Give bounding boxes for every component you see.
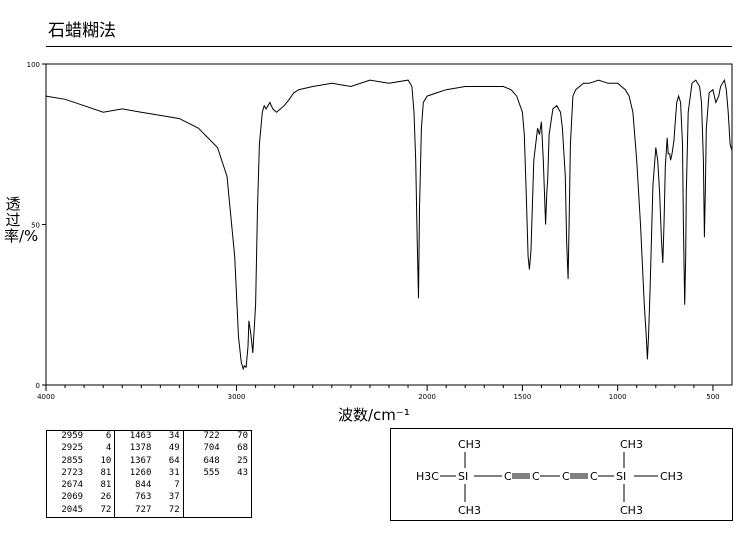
spectrum-line	[45, 78, 733, 371]
y-tick-label: 100	[27, 61, 40, 69]
peak-wavenumber: 1378	[114, 443, 155, 456]
peak-transmittance: 72	[168, 504, 180, 515]
molecule-structure: CH3 H3C SI C C C C SI CH3 CH3 CH3 CH3	[390, 428, 733, 521]
peak-wavenumber	[182, 504, 223, 518]
atom-c1: C	[504, 470, 512, 483]
peak-wavenumber: 2723	[61, 467, 84, 478]
y-axis-label: 透过率/%	[4, 195, 39, 245]
atom-ch3-top-right: CH3	[620, 438, 643, 451]
x-tick-label: 1500	[513, 393, 531, 401]
peak-wavenumber: 727	[114, 504, 155, 518]
peak-wavenumber: 2069	[61, 492, 84, 503]
atom-si-right: SI	[616, 470, 626, 483]
title-divider	[46, 46, 732, 47]
peak-transmittance: 25	[237, 455, 248, 466]
peak-row: 2925 4 1378 49 704 68	[47, 443, 252, 456]
peak-transmittance: 26	[100, 492, 112, 503]
peak-transmittance	[223, 492, 252, 504]
peak-transmittance: 43	[237, 467, 248, 478]
peak-wavenumber: 1367	[114, 455, 155, 468]
structure-frame	[390, 428, 733, 521]
chart-title: 石蜡糊法	[48, 21, 116, 41]
peak-transmittance: 6	[105, 431, 112, 441]
peak-transmittance: 81	[100, 467, 112, 478]
x-axis-label: 波数/cm⁻¹	[338, 406, 410, 424]
x-tick-label: 500	[706, 393, 719, 401]
peak-transmittance: 70	[237, 431, 248, 441]
peak-transmittance	[223, 480, 252, 492]
peak-transmittance: 4	[105, 443, 112, 454]
atom-c2: C	[532, 470, 540, 483]
atom-h3c-left: H3C	[416, 470, 439, 483]
peak-table: 2959 6 1463 34 722 70 2925 4 1378 49 704 68 2855 10 13…	[46, 430, 252, 518]
peak-wavenumber: 2674	[61, 480, 84, 491]
peak-wavenumber: 844	[114, 480, 155, 493]
peak-wavenumber: 2959	[61, 431, 84, 441]
peak-wavenumber: 2925	[61, 443, 84, 454]
x-tick-label: 3000	[228, 393, 246, 401]
peak-transmittance: 72	[100, 504, 112, 515]
peak-transmittance: 64	[168, 455, 180, 466]
x-tick-label: 1000	[609, 393, 627, 401]
atom-ch3-bottom-right: CH3	[620, 504, 643, 517]
y-tick-label: 0	[36, 382, 40, 390]
peak-transmittance: 10	[100, 455, 112, 466]
peak-row: 2045 72 727 72	[47, 504, 252, 518]
peak-transmittance: 81	[100, 480, 112, 491]
peak-wavenumber: 763	[114, 492, 155, 505]
x-tick-label: 4000	[37, 393, 55, 401]
peak-wavenumber: 2045	[61, 504, 84, 515]
peak-transmittance: 49	[168, 443, 180, 454]
atom-c4: C	[590, 470, 598, 483]
peak-wavenumber: 555	[182, 467, 223, 481]
peak-row: 2674 81 844 7	[47, 480, 252, 493]
peak-wavenumber: 722	[182, 430, 223, 444]
peak-wavenumber	[182, 480, 223, 493]
peak-transmittance: 68	[237, 443, 248, 454]
peak-wavenumber: 648	[182, 455, 223, 468]
atom-ch3-right: CH3	[660, 470, 683, 483]
peak-row: 2723 81 1260 31 555 43	[47, 467, 252, 481]
peak-wavenumber	[182, 492, 223, 505]
peak-transmittance: 37	[168, 492, 180, 503]
peak-transmittance: 34	[168, 431, 180, 441]
x-tick-label: 2000	[418, 393, 436, 401]
peak-transmittance	[223, 505, 252, 518]
peak-wavenumber: 1463	[114, 430, 155, 444]
peak-row: 2855 10 1367 64 648 25	[47, 455, 252, 468]
peak-wavenumber: 2855	[61, 455, 84, 466]
peak-row: 2069 26 763 37	[47, 492, 252, 505]
plot-frame	[45, 63, 733, 386]
y-tick-label: 50	[31, 222, 40, 230]
atom-c3: C	[562, 470, 570, 483]
atom-si-left: SI	[458, 470, 468, 483]
atom-ch3-top-left: CH3	[458, 438, 481, 451]
peak-wavenumber: 1260	[114, 467, 155, 481]
peak-transmittance: 31	[168, 467, 180, 478]
ir-spectrum-chart: 4000 3000 2000 1500 1000 500 0 50 100	[27, 61, 733, 401]
peak-row: 2959 6 1463 34 722 70	[47, 430, 252, 444]
peak-wavenumber: 704	[182, 443, 223, 456]
atom-ch3-bottom-left: CH3	[458, 504, 481, 517]
peak-transmittance: 7	[174, 480, 180, 491]
